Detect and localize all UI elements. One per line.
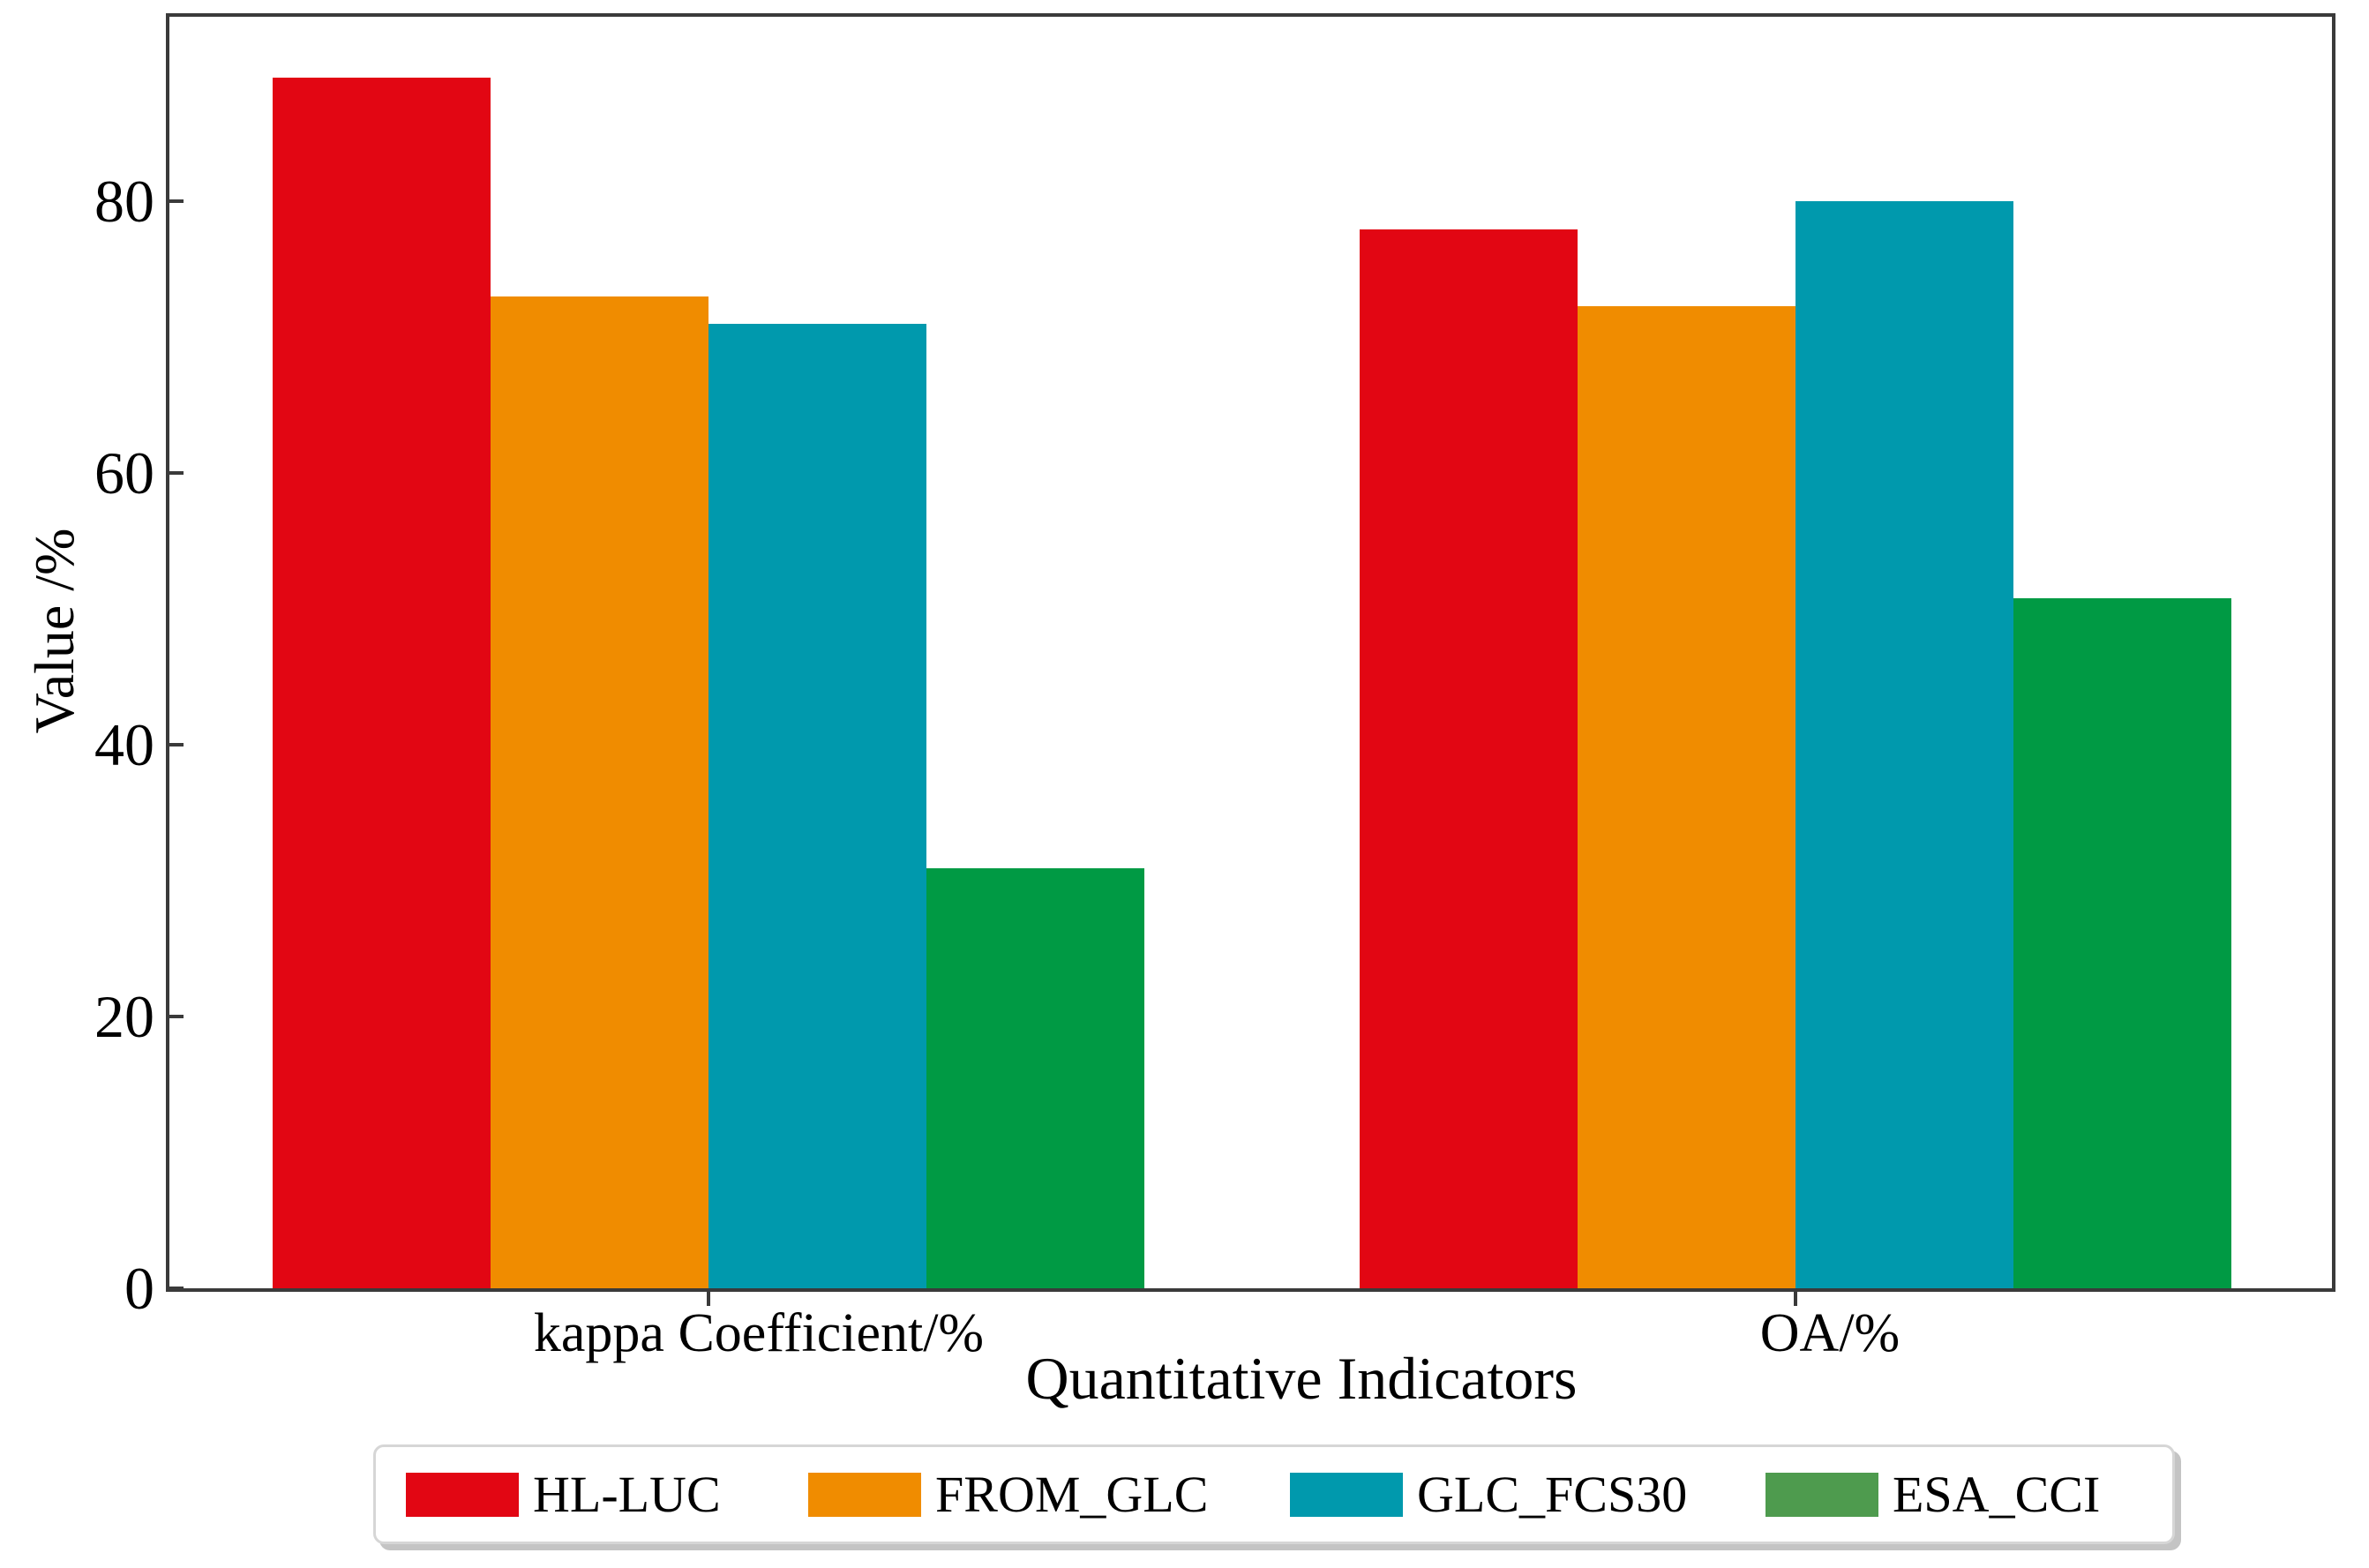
x-tick-label: OA/%	[1759, 1303, 1900, 1363]
y-tick-mark	[169, 1015, 184, 1018]
y-tick-mark	[169, 1287, 184, 1290]
bar-FROM_GLC-oa	[1578, 306, 1795, 1288]
legend-item-HL-LUC: HL-LUC	[406, 1444, 721, 1544]
legend-item-FROM_GLC: FROM_GLC	[808, 1444, 1208, 1544]
legend-label-FROM_GLC: FROM_GLC	[935, 1465, 1209, 1523]
x-tick-mark	[1794, 1292, 1797, 1306]
plot-area	[166, 13, 2335, 1306]
bar-HL-LUC-kappa	[273, 78, 491, 1288]
legend-item-ESA_CCI: ESA_CCI	[1766, 1444, 2100, 1544]
y-tick-label: 40	[94, 711, 154, 778]
bar-ESA_CCI-oa	[2013, 598, 2231, 1288]
bar-FROM_GLC-kappa	[491, 296, 708, 1288]
y-tick-mark	[169, 471, 184, 475]
bar-ESA_CCI-kappa	[926, 868, 1144, 1288]
y-tick-label: 20	[94, 983, 154, 1050]
legend-item-GLC_FCS30: GLC_FCS30	[1290, 1444, 1687, 1544]
x-tick-label: kappa Coefficient/%	[533, 1303, 985, 1363]
y-tick-mark	[169, 743, 184, 746]
legend-swatch-GLC_FCS30	[1290, 1472, 1403, 1517]
y-tick-label: 60	[94, 439, 154, 506]
y-axis-label: Value /%	[23, 528, 86, 734]
bar-GLC_FCS30-oa	[1795, 201, 2013, 1288]
legend-label-HL-LUC: HL-LUC	[533, 1465, 721, 1523]
y-tick-mark	[169, 199, 184, 203]
plot-inner	[169, 17, 2332, 1306]
x-axis-label: Quantitative Indicators	[1025, 1345, 1578, 1412]
bar-HL-LUC-oa	[1360, 229, 1578, 1288]
y-tick-label: 80	[94, 168, 154, 235]
legend-swatch-ESA_CCI	[1766, 1472, 1878, 1517]
legend-label-GLC_FCS30: GLC_FCS30	[1417, 1465, 1688, 1523]
legend-swatch-FROM_GLC	[808, 1472, 921, 1517]
bar-GLC_FCS30-kappa	[708, 324, 926, 1288]
x-tick-mark	[707, 1292, 710, 1306]
legend-swatch-HL-LUC	[406, 1472, 519, 1517]
legend-label-ESA_CCI: ESA_CCI	[1893, 1465, 2101, 1523]
y-tick-label: 0	[124, 1255, 154, 1322]
